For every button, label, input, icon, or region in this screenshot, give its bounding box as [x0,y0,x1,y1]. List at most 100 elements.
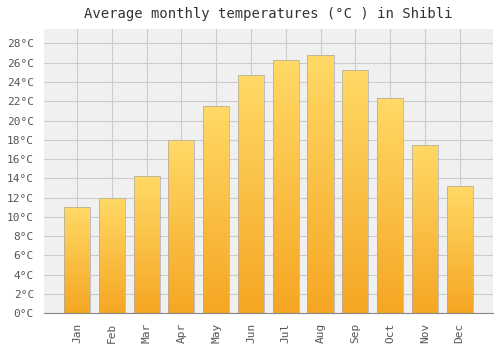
Bar [64,267,90,268]
Bar [99,250,125,251]
Bar [308,107,334,109]
Bar [99,224,125,225]
Bar [99,302,125,303]
Bar [64,240,90,241]
Bar [342,233,368,236]
Bar [272,154,299,156]
Bar [168,280,194,282]
Bar [134,294,160,295]
Bar [308,176,334,179]
Bar [272,176,299,179]
Bar [308,192,334,194]
Bar [272,100,299,103]
Bar [272,85,299,88]
Bar [99,239,125,240]
Bar [203,160,229,162]
Bar [203,299,229,301]
Bar [134,254,160,256]
Bar [99,228,125,229]
Bar [64,223,90,224]
Bar [99,268,125,269]
Bar [446,251,472,252]
Bar [446,275,472,276]
Bar [412,145,438,313]
Bar [168,263,194,265]
Bar [64,259,90,260]
Bar [272,189,299,191]
Bar [134,271,160,272]
Bar [238,116,264,118]
Bar [412,232,438,234]
Bar [203,208,229,210]
Bar [64,239,90,240]
Bar [412,269,438,271]
Bar [168,143,194,145]
Bar [64,216,90,217]
Bar [64,272,90,273]
Bar [134,226,160,227]
Bar [377,156,403,159]
Bar [99,280,125,281]
Bar [168,303,194,304]
Bar [203,228,229,230]
Bar [342,187,368,189]
Bar [412,241,438,242]
Bar [342,70,368,73]
Bar [238,168,264,170]
Bar [238,144,264,147]
Bar [64,215,90,216]
Bar [446,250,472,251]
Bar [64,289,90,290]
Bar [238,218,264,220]
Bar [412,285,438,286]
Bar [446,307,472,308]
Bar [134,291,160,293]
Bar [99,253,125,254]
Bar [64,228,90,229]
Bar [134,204,160,205]
Bar [238,201,264,204]
Bar [238,118,264,120]
Bar [272,83,299,85]
Bar [377,135,403,137]
Bar [272,148,299,151]
Bar [446,186,472,313]
Bar [168,185,194,187]
Bar [377,212,403,214]
Bar [168,232,194,233]
Bar [99,214,125,215]
Bar [168,219,194,221]
Bar [446,299,472,300]
Bar [308,300,334,303]
Bar [203,284,229,286]
Bar [203,191,229,193]
Bar [377,210,403,212]
Bar [377,268,403,270]
Bar [308,290,334,293]
Bar [308,272,334,274]
Bar [203,145,229,147]
Bar [168,258,194,259]
Bar [238,177,264,180]
Bar [64,274,90,275]
Bar [134,275,160,276]
Bar [308,223,334,225]
Bar [134,260,160,261]
Bar [64,207,90,208]
Bar [203,239,229,241]
Bar [342,308,368,311]
Bar [168,212,194,214]
Bar [308,212,334,215]
Bar [99,206,125,207]
Bar [272,191,299,194]
Bar [342,270,368,272]
Bar [446,224,472,225]
Bar [272,166,299,169]
Bar [99,295,125,296]
Bar [412,187,438,188]
Bar [342,238,368,240]
Bar [412,293,438,295]
Bar [342,267,368,270]
Bar [134,303,160,305]
Bar [342,218,368,221]
